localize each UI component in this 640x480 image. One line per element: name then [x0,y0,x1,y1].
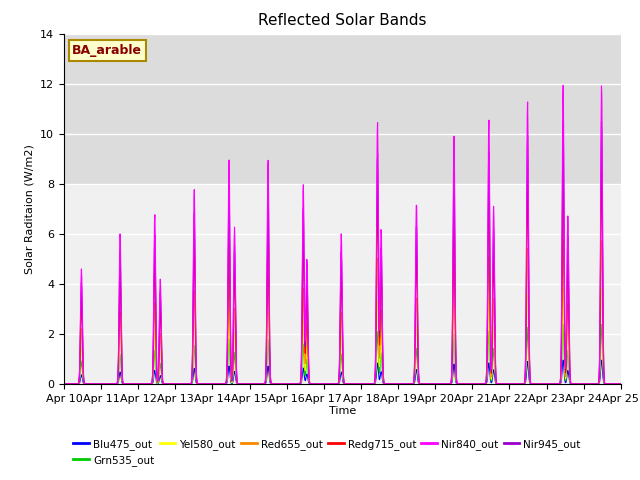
Nir840_out [502,381,509,387]
Blu475_out [502,381,509,387]
Grn535_out [559,322,567,327]
Blu475_out [184,381,192,387]
Line: Nir840_out: Nir840_out [64,85,620,384]
Bar [64,34,621,184]
Nir945_out [551,381,559,387]
Grn535_out [60,381,68,387]
Line: Yel580_out: Yel580_out [64,288,620,384]
Nir945_out [184,381,192,387]
Blu475_out [616,381,624,387]
Grn535_out [184,381,192,387]
Yel580_out [171,381,179,387]
Red655_out [97,381,104,387]
Legend: Blu475_out, Grn535_out, Yel580_out, Red655_out, Redg715_out, Nir840_out, Nir945_: Blu475_out, Grn535_out, Yel580_out, Red6… [69,435,585,470]
Grn535_out [97,381,104,387]
Red655_out [246,381,254,387]
Redg715_out [60,381,68,387]
Yel580_out [551,381,559,387]
Nir945_out [97,381,104,387]
Red655_out [616,381,624,387]
Yel580_out [559,286,567,291]
Line: Red655_out: Red655_out [64,240,620,384]
Blu475_out [559,357,567,363]
Nir840_out [184,381,192,387]
Redg715_out [246,381,254,387]
Nir840_out [97,381,104,387]
Nir840_out [559,83,567,88]
Nir840_out [551,381,559,387]
Redg715_out [559,166,567,172]
Bar [64,184,621,384]
Yel580_out [60,381,68,387]
Nir945_out [246,381,254,387]
Line: Blu475_out: Blu475_out [64,360,620,384]
Redg715_out [171,381,179,387]
Red655_out [559,238,567,243]
Yel580_out [97,381,104,387]
X-axis label: Time: Time [329,407,356,417]
Grn535_out [246,381,254,387]
Yel580_out [184,381,192,387]
Grn535_out [171,381,179,387]
Redg715_out [616,381,624,387]
Yel580_out [502,381,509,387]
Title: Reflected Solar Bands: Reflected Solar Bands [258,13,427,28]
Nir945_out [502,381,509,387]
Blu475_out [60,381,68,387]
Redg715_out [551,381,559,387]
Nir840_out [616,381,624,387]
Red655_out [184,381,192,387]
Blu475_out [246,381,254,387]
Nir945_out [60,381,68,387]
Grn535_out [616,381,624,387]
Line: Redg715_out: Redg715_out [64,169,620,384]
Line: Grn535_out: Grn535_out [64,324,620,384]
Red655_out [502,381,509,387]
Nir840_out [171,381,179,387]
Redg715_out [429,381,436,387]
Red655_out [551,381,559,387]
Nir945_out [559,118,567,124]
Grn535_out [502,381,509,387]
Blu475_out [429,381,436,387]
Red655_out [60,381,68,387]
Nir945_out [429,381,436,387]
Red655_out [171,381,179,387]
Yel580_out [429,381,436,387]
Blu475_out [551,381,559,387]
Redg715_out [502,381,509,387]
Redg715_out [184,381,192,387]
Nir840_out [429,381,436,387]
Nir945_out [171,381,179,387]
Yel580_out [246,381,254,387]
Text: BA_arable: BA_arable [72,44,142,57]
Red655_out [429,381,436,387]
Nir840_out [246,381,254,387]
Grn535_out [551,381,559,387]
Line: Nir945_out: Nir945_out [64,121,620,384]
Nir840_out [60,381,68,387]
Nir945_out [616,381,624,387]
Blu475_out [97,381,104,387]
Y-axis label: Solar Raditaion (W/m2): Solar Raditaion (W/m2) [24,144,35,274]
Blu475_out [171,381,179,387]
Grn535_out [429,381,436,387]
Redg715_out [97,381,104,387]
Yel580_out [616,381,624,387]
